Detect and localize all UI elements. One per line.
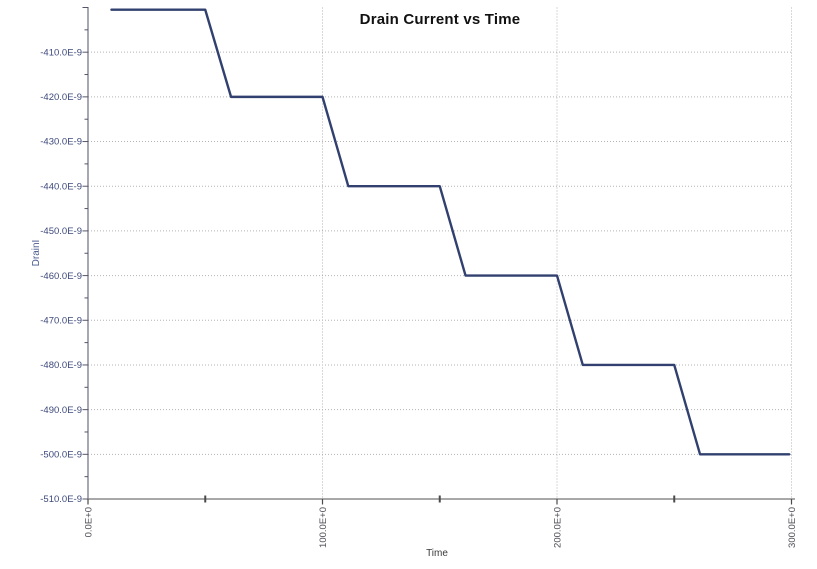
y-tick-label: -440.0E-9 <box>40 181 82 192</box>
y-tick-label: -430.0E-9 <box>40 137 82 148</box>
y-tick-label: -480.0E-9 <box>40 360 82 371</box>
y-tick-label: -420.0E-9 <box>40 92 82 103</box>
x-tick-label: 100.0E+0 <box>318 507 329 548</box>
y-axis-title: DrainI <box>31 240 42 267</box>
y-tick-label: -490.0E-9 <box>40 405 82 416</box>
y-tick-label: -470.0E-9 <box>40 315 82 326</box>
x-tick-label: 200.0E+0 <box>553 507 564 548</box>
x-axis-title: Time <box>426 548 448 559</box>
y-tick-label: -460.0E-9 <box>40 271 82 282</box>
data-series-line <box>110 8 791 456</box>
x-tick-label: 0.0E+0 <box>84 507 95 537</box>
y-tick-label: -450.0E-9 <box>40 226 82 237</box>
chart-title: Drain Current vs Time <box>359 11 521 28</box>
x-tick-label: 300.0E+0 <box>787 507 798 548</box>
y-tick-label: -410.0E-9 <box>40 47 82 58</box>
y-tick-label: -510.0E-9 <box>40 494 82 505</box>
y-tick-label: -500.0E-9 <box>40 450 82 461</box>
